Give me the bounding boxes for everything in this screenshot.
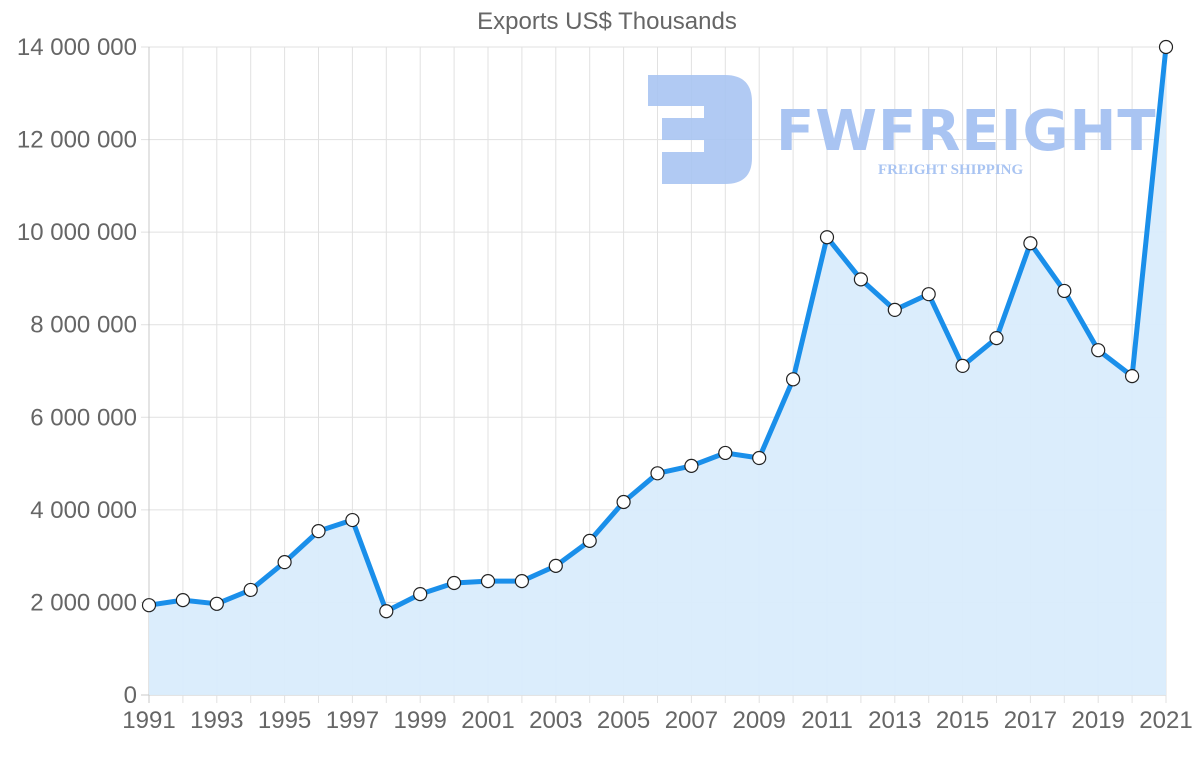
area-fill: [149, 47, 1166, 695]
y-tick-label: 4 000 000: [30, 497, 137, 524]
y-tick-label: 14 000 000: [17, 34, 137, 61]
y-tick-label: 2 000 000: [30, 589, 137, 616]
data-point-marker[interactable]: [887, 302, 902, 318]
x-tick-label: 1991: [122, 707, 175, 734]
data-point-marker[interactable]: [514, 574, 530, 589]
x-axis: 1991 1993 1995 1997 1999 2001 2003 2005 2007 2009…: [122, 707, 1192, 734]
data-point-marker[interactable]: [447, 575, 462, 591]
data-points: [141, 39, 1174, 619]
data-point-marker[interactable]: [785, 372, 801, 387]
x-tick-label: 2019: [1072, 707, 1125, 734]
x-tick-label: 1997: [326, 707, 379, 734]
x-tick-label: 2017: [1004, 707, 1057, 734]
y-tick-label: 12 000 000: [17, 127, 137, 154]
data-point-marker[interactable]: [243, 582, 258, 598]
x-tick-label: 2009: [733, 707, 786, 734]
y-axis: 0 2 000 000 4 000 000 6 000 000 8 000 000 10 …: [17, 34, 137, 709]
data-point-marker[interactable]: [819, 230, 835, 245]
x-tick-label: 2007: [665, 707, 718, 734]
data-point-marker[interactable]: [1124, 368, 1140, 384]
data-point-marker[interactable]: [345, 512, 360, 528]
data-point-marker[interactable]: [921, 287, 936, 302]
data-point-marker[interactable]: [1023, 236, 1038, 251]
data-point-marker[interactable]: [480, 574, 496, 589]
data-point-marker[interactable]: [616, 494, 631, 510]
x-tick-label: 2001: [461, 707, 514, 734]
data-point-marker[interactable]: [955, 358, 970, 374]
x-tick-label: 2015: [936, 707, 989, 734]
data-point-marker[interactable]: [752, 450, 767, 466]
data-point-marker[interactable]: [582, 533, 597, 548]
data-point-marker[interactable]: [684, 458, 699, 473]
data-point-marker[interactable]: [209, 596, 224, 611]
data-point-marker[interactable]: [989, 331, 1004, 346]
x-tick-label: 2003: [529, 707, 582, 734]
data-point-marker[interactable]: [175, 593, 190, 608]
data-point-marker[interactable]: [277, 555, 292, 570]
y-tick-label: 10 000 000: [17, 219, 137, 246]
data-point-marker[interactable]: [853, 272, 869, 287]
x-tick-label: 2021: [1139, 707, 1192, 734]
logo-icon: [648, 75, 752, 184]
data-point-marker[interactable]: [413, 586, 428, 602]
y-tick-label: 0: [124, 682, 137, 709]
x-tick-label: 1999: [394, 707, 447, 734]
x-tick-label: 2011: [801, 707, 853, 734]
y-tick-label: 6 000 000: [30, 404, 137, 431]
data-point-marker[interactable]: [548, 558, 563, 573]
x-tick-label: 1993: [190, 707, 243, 734]
data-point-marker[interactable]: [1158, 39, 1174, 55]
data-point-marker[interactable]: [379, 604, 394, 619]
data-point-marker[interactable]: [141, 598, 157, 613]
x-tick-label: 2013: [868, 707, 921, 734]
data-point-marker[interactable]: [1091, 343, 1106, 358]
data-point-marker[interactable]: [718, 445, 733, 461]
data-point-marker[interactable]: [650, 466, 665, 481]
data-point-marker[interactable]: [1057, 283, 1072, 299]
x-tick-label: 2005: [597, 707, 650, 734]
watermark-tagline: FREIGHT SHIPPING: [878, 162, 1023, 178]
chart-title: Exports US$ Thousands: [477, 8, 737, 35]
data-point-marker[interactable]: [311, 524, 326, 539]
watermark-logo: FWFREIGHT FREIGHT SHIPPING: [648, 75, 1157, 184]
watermark-brand: FWFREIGHT: [776, 99, 1157, 164]
x-tick-label: 1995: [258, 707, 311, 734]
y-tick-label: 8 000 000: [30, 312, 137, 339]
